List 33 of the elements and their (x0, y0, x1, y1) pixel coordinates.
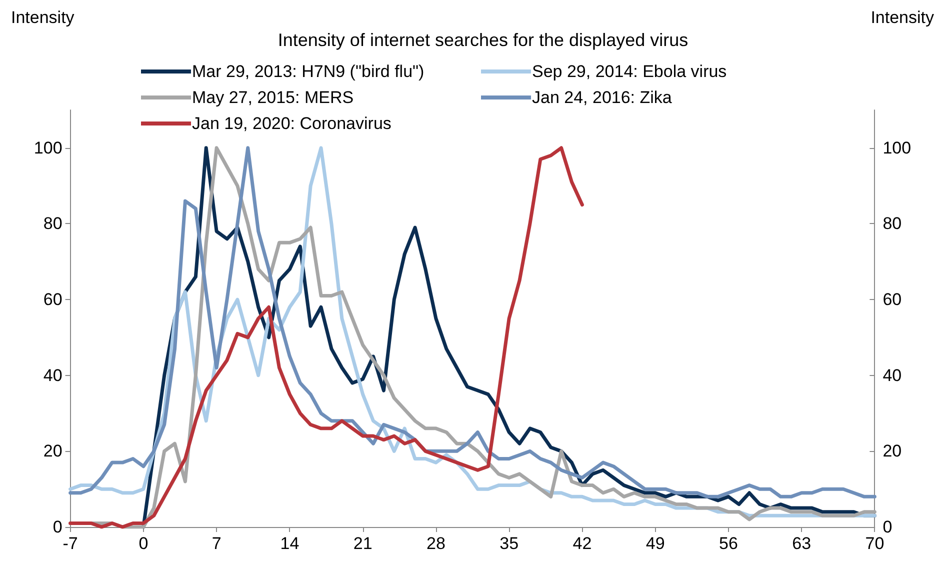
y-tick-label: 100 (34, 138, 62, 158)
legend-label: Jan 19, 2020: Coronavirus (192, 114, 392, 133)
x-tick-label: 49 (646, 534, 665, 553)
y2-tick-label: 80 (882, 214, 902, 234)
x-tick-label: 35 (500, 534, 519, 553)
y-axis-title: Intensity (11, 8, 75, 27)
legend-label: May 27, 2015: MERS (192, 88, 354, 107)
x-tick-label: 14 (280, 534, 300, 553)
x-tick-label: 42 (572, 534, 592, 553)
x-tick-label: 56 (718, 534, 738, 553)
y2-axis-title: Intensity (870, 8, 934, 27)
line-series (68, 146, 584, 529)
y-tick-label: 0 (52, 518, 62, 536)
x-tick-label: 28 (426, 534, 446, 553)
x-tick-label: 63 (792, 534, 812, 553)
legend-label: Sep 29, 2014: Ebola virus (532, 62, 727, 81)
x-tick-label: 21 (353, 534, 372, 553)
legend-label: Mar 29, 2013: H7N9 ("bird flu") (192, 62, 424, 81)
y2-tick-label: 0 (882, 518, 892, 536)
x-tick-label: -7 (62, 534, 78, 553)
y2-tick-label: 20 (882, 442, 902, 461)
y2-tick-label: 100 (882, 138, 912, 158)
y2-tick-label: 40 (882, 366, 902, 385)
y2-tick-label: 60 (882, 290, 902, 310)
y-tick-label: 80 (43, 214, 62, 234)
chart-title: Intensity of internet searches for the displayed virus (278, 30, 688, 50)
y-tick-label: 60 (43, 290, 62, 310)
y-tick-label: 20 (43, 442, 62, 461)
legend-label: Jan 24, 2016: Zika (532, 88, 672, 107)
x-tick-label: 0 (138, 534, 148, 553)
x-tick-label: 70 (865, 534, 884, 553)
y-tick-label: 40 (43, 366, 62, 385)
x-tick-label: 7 (212, 534, 222, 553)
